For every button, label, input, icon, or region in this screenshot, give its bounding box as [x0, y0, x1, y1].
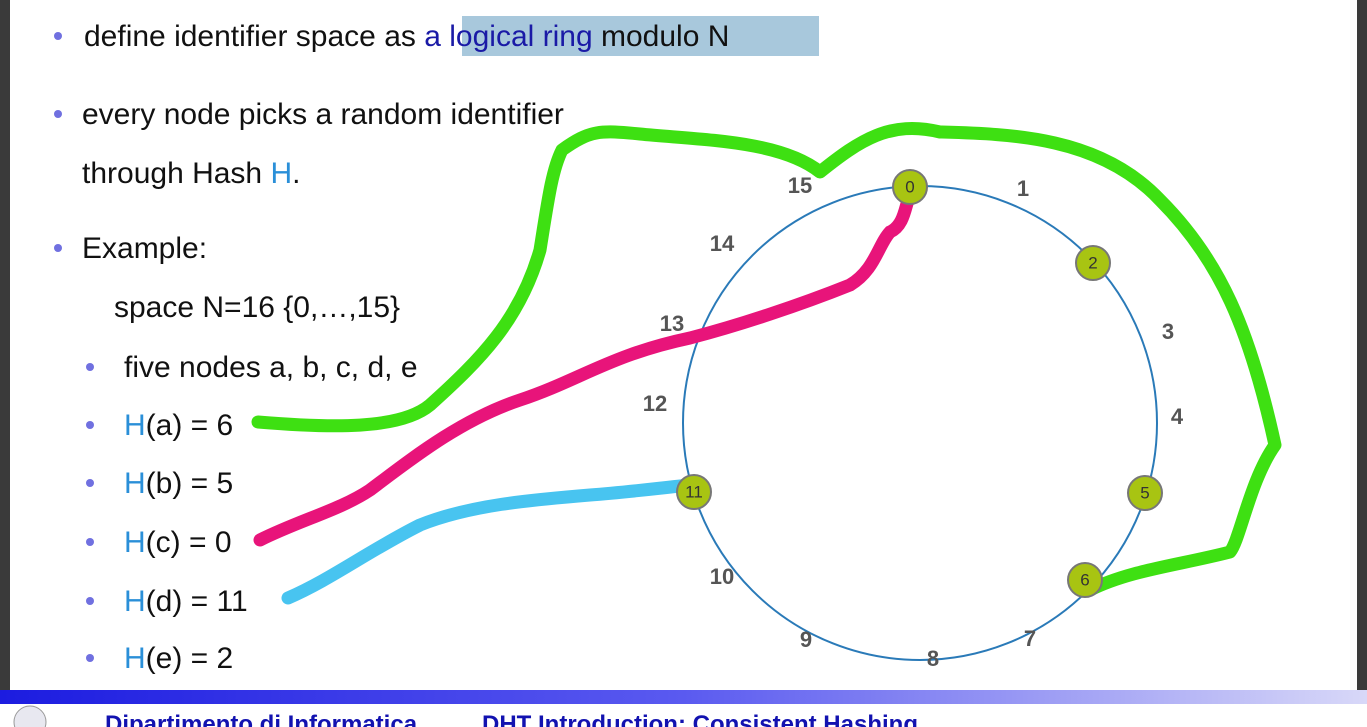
bullet-dot — [86, 363, 94, 371]
ring-label: 13 — [660, 311, 684, 336]
logo — [13, 705, 47, 727]
pink-stroke — [253, 188, 917, 547]
ring-label: 14 — [710, 231, 735, 256]
text-run: H — [124, 467, 146, 500]
ring-node — [676, 474, 712, 510]
bullet-text: through Hash H. — [82, 157, 300, 190]
text-run: every node picks a random identifier — [82, 98, 564, 131]
ring-label: 7 — [1024, 626, 1036, 651]
bullet-text: define identifier space as a logical rin… — [84, 20, 729, 53]
bullet-dot — [86, 597, 94, 605]
text-run: (b) = 5 — [146, 467, 234, 500]
bullet-text: H(b) = 5 — [124, 467, 233, 500]
left-edge — [0, 0, 10, 690]
ring-label: 12 — [643, 391, 667, 416]
ring-node — [892, 169, 928, 205]
ring-label: 1 — [1017, 176, 1029, 201]
text-run: a logical ring — [424, 20, 592, 53]
ring-node — [1075, 245, 1111, 281]
text-run: (d) = 11 — [146, 585, 248, 618]
ring-label: 15 — [788, 173, 812, 198]
node-label: 11 — [685, 482, 703, 501]
bullet-dot — [54, 110, 62, 118]
text-run: five nodes a, b, c, d, e — [124, 351, 418, 384]
bullet-text: H(e) = 2 — [124, 642, 233, 675]
ring-nodes: 0 2 5 6 11 — [676, 169, 1163, 598]
ring-label: 3 — [1162, 319, 1174, 344]
text-run: H — [124, 642, 146, 675]
bullet-text: Example: — [82, 232, 207, 265]
footer-title: DHT Introduction: Consistent Hashing — [482, 711, 918, 727]
text-run: . — [292, 157, 300, 190]
ring-label: 8 — [927, 646, 939, 671]
text-run: define identifier space as — [84, 20, 424, 53]
bullet-dot — [86, 538, 94, 546]
node-label: 5 — [1140, 483, 1149, 502]
cyan-stroke — [281, 478, 697, 605]
bullet-text: H(d) = 11 — [124, 585, 248, 618]
right-edge — [1357, 0, 1367, 690]
node-label: 0 — [905, 177, 914, 196]
footer-bar — [0, 690, 1367, 704]
text-run: (e) = 2 — [146, 642, 234, 675]
bullet-text: space N=16 {0,…,15} — [114, 291, 400, 324]
bullet-text: H(a) = 6 — [124, 409, 233, 442]
text-run: H — [270, 157, 292, 190]
highlight — [462, 16, 819, 56]
bullet-list: define identifier space as a logical rin… — [54, 20, 729, 675]
node-label: 2 — [1088, 253, 1097, 272]
text-run: (a) = 6 — [146, 409, 234, 442]
bullet-dot — [54, 244, 62, 252]
text-run: H — [124, 585, 146, 618]
node-label: 6 — [1080, 570, 1089, 589]
text-run: Example: — [82, 232, 207, 265]
text-run: modulo N — [593, 20, 730, 53]
green-stroke — [251, 122, 1282, 597]
bullet-text: five nodes a, b, c, d, e — [124, 351, 418, 384]
bullet-text: H(c) = 0 — [124, 526, 232, 559]
footer-department: Dipartimento di Informatica — [105, 711, 418, 727]
text-run: (c) = 0 — [146, 526, 232, 559]
text-run: H — [124, 409, 146, 442]
bullet-text: every node picks a random identifier — [82, 98, 564, 131]
text-run: through Hash — [82, 157, 270, 190]
bullet-dot — [86, 421, 94, 429]
bullet-dot — [86, 479, 94, 487]
ring-label: 4 — [1171, 404, 1184, 429]
text-run: space N=16 {0,…,15} — [114, 291, 400, 324]
ring-node — [1127, 475, 1163, 511]
bullet-dot — [54, 32, 62, 40]
ring-label: 10 — [710, 564, 734, 589]
text-run: H — [124, 526, 146, 559]
bullet-dot — [86, 654, 94, 662]
ring-label: 9 — [800, 627, 812, 652]
ring-node — [1067, 562, 1103, 598]
